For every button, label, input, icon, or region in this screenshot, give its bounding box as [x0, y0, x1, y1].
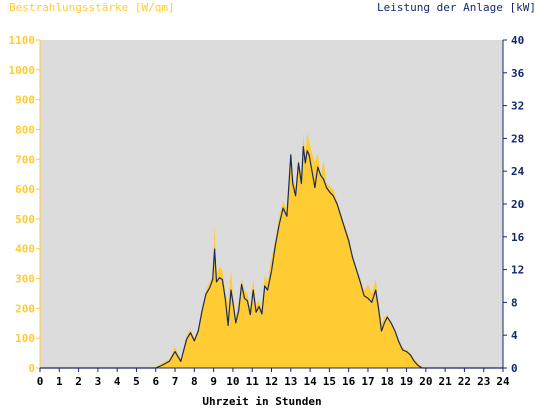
x-tick-label: 0: [37, 375, 44, 388]
left-y-tick-label: 800: [15, 123, 35, 136]
right-y-tick-label: 24: [511, 165, 525, 178]
left-y-tick-label: 0: [28, 362, 35, 375]
x-tick-label: 17: [361, 375, 374, 388]
x-axis-title: Uhrzeit in Stunden: [202, 395, 321, 408]
x-tick-label: 4: [114, 375, 121, 388]
right-y-tick-label: 12: [511, 264, 524, 277]
left-y-tick-label: 100: [15, 332, 35, 345]
right-y-tick-label: 20: [511, 198, 524, 211]
x-tick-label: 13: [284, 375, 297, 388]
x-tick-label: 14: [303, 375, 317, 388]
right-y-tick-label: 40: [511, 34, 524, 47]
right-y-tick-label: 0: [511, 362, 518, 375]
left-y-tick-label: 1100: [9, 34, 36, 47]
x-tick-label: 2: [75, 375, 82, 388]
left-y-tick-label: 900: [15, 94, 35, 107]
right-y-tick-label: 16: [511, 231, 525, 244]
left-y-tick-label: 1000: [9, 64, 36, 77]
x-tick-label: 11: [246, 375, 260, 388]
x-tick-label: 5: [133, 375, 140, 388]
right-axis-title: Leistung der Anlage [kW]: [377, 1, 536, 14]
x-tick-label: 16: [342, 375, 356, 388]
left-y-tick-label: 200: [15, 302, 35, 315]
x-tick-label: 6: [152, 375, 159, 388]
power-line: [40, 146, 503, 369]
x-tick-label: 19: [400, 375, 413, 388]
right-y-ticks: 0 4 8 12 16 20 24 28 32 36 40: [503, 34, 525, 375]
left-y-tick-label: 700: [15, 153, 35, 166]
x-tick-label: 22: [458, 375, 471, 388]
left-y-tick-label: 500: [15, 213, 35, 226]
right-y-tick-label: 8: [511, 296, 518, 309]
x-tick-label: 7: [172, 375, 179, 388]
x-tick-label: 12: [265, 375, 278, 388]
left-y-tick-label: 300: [15, 273, 35, 286]
left-y-ticks: 0 100 200 300 400 500 600 700 800 900 1000 1100: [9, 34, 40, 375]
right-y-tick-label: 32: [511, 100, 524, 113]
x-tick-label: 10: [226, 375, 239, 388]
x-tick-label: 24: [496, 375, 510, 388]
right-y-tick-label: 36: [511, 67, 525, 80]
irradiance-area: [40, 132, 503, 368]
right-y-tick-label: 28: [511, 132, 524, 145]
x-tick-label: 9: [210, 375, 217, 388]
left-axis-title: Bestrahlungsstärke [W/qm]: [9, 1, 175, 14]
x-tick-label: 3: [95, 375, 102, 388]
right-y-tick-label: 4: [511, 329, 518, 342]
left-y-tick-label: 600: [15, 183, 35, 196]
left-y-tick-label: 400: [15, 243, 35, 256]
x-tick-label: 15: [323, 375, 336, 388]
x-tick-label: 8: [191, 375, 198, 388]
x-tick-label: 21: [439, 375, 453, 388]
x-ticks: 0 1 2 3 4 5 6 7 8 9 10 11 12 13 14 15 16 17 18 19 20 21 22 23 24: [37, 368, 510, 388]
x-tick-label: 23: [477, 375, 490, 388]
x-tick-label: 18: [381, 375, 394, 388]
x-tick-label: 20: [419, 375, 432, 388]
x-tick-label: 1: [56, 375, 63, 388]
